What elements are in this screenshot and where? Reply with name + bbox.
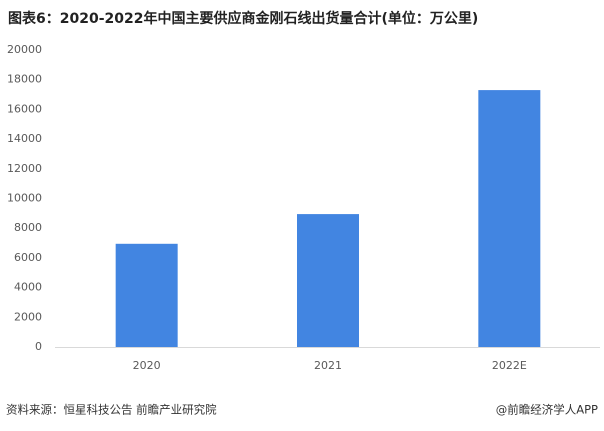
y-tick-label: 12000 <box>7 162 42 175</box>
x-tick-label: 2021 <box>314 359 342 372</box>
x-tick-label: 2022E <box>492 359 527 372</box>
y-tick-label: 16000 <box>7 102 42 115</box>
x-tick-label: 2020 <box>133 359 161 372</box>
y-tick-label: 14000 <box>7 132 42 145</box>
bar <box>115 243 178 347</box>
y-tick-label: 18000 <box>7 73 42 86</box>
y-tick-label: 2000 <box>14 310 42 323</box>
y-tick-label: 0 <box>35 340 42 353</box>
bar <box>297 214 359 347</box>
credit: @前瞻经济学人APP <box>496 403 598 417</box>
source-note: 资料来源：恒星科技公告 前瞻产业研究院 <box>6 403 217 417</box>
y-tick-label: 4000 <box>14 281 42 294</box>
bar <box>478 90 541 347</box>
y-tick-label: 8000 <box>14 221 42 234</box>
y-tick-label: 20000 <box>7 43 42 56</box>
chart-title: 图表6：2020-2022年中国主要供应商金刚石线出货量合计(单位：万公里) <box>8 10 478 27</box>
y-tick-label: 6000 <box>14 251 42 264</box>
y-tick-label: 10000 <box>7 192 42 205</box>
